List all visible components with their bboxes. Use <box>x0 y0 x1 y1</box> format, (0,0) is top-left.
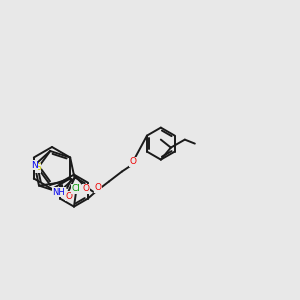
Text: NH: NH <box>52 188 65 196</box>
Text: Cl: Cl <box>71 184 80 193</box>
Text: S: S <box>35 164 41 172</box>
Text: O: O <box>129 157 136 166</box>
Text: O: O <box>82 184 89 193</box>
Text: O: O <box>94 183 101 192</box>
Text: O: O <box>65 191 72 200</box>
Text: N: N <box>31 160 38 169</box>
